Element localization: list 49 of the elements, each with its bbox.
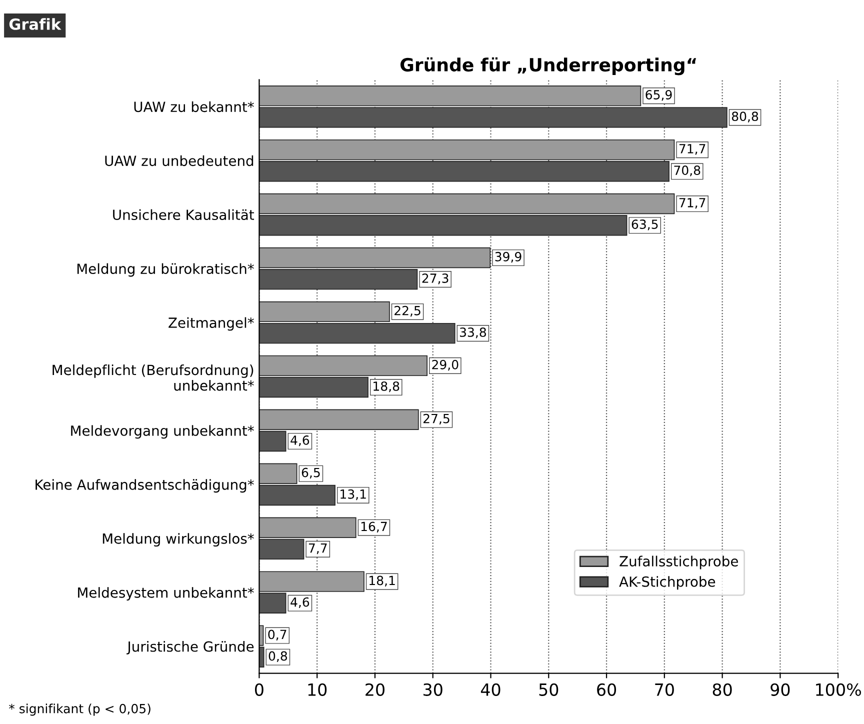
y-tick-label: Zeitmangel*	[168, 317, 254, 331]
data-label: 4,6	[290, 597, 310, 608]
data-label: 0,7	[268, 630, 286, 640]
y-tick-label: Juristische Gründe	[126, 641, 254, 654]
y-tick-label: UAW zu bekannt*	[134, 101, 254, 112]
data-label: 4,6	[290, 435, 310, 446]
y-tick-label: Meldung zu bürokratisch*	[77, 263, 254, 277]
x-tick-label: 50	[539, 683, 558, 696]
y-tick-label: Meldevorgang unbekannt*	[71, 425, 254, 439]
data-label: 65,9	[646, 90, 672, 101]
data-label: 80,8	[732, 112, 758, 122]
x-tick-label: 30	[424, 683, 442, 696]
y-tick-label: UAW zu unbedeutend	[105, 155, 254, 166]
data-label: 16,7	[361, 522, 387, 532]
y-tick-label: Unsichere Kausalität	[113, 209, 254, 220]
data-label: 13,1	[340, 489, 366, 500]
x-tick-label: 80	[712, 683, 732, 696]
data-label: 6,5	[302, 468, 320, 479]
data-label: 71,7	[679, 198, 706, 209]
data-label: 33,8	[460, 327, 486, 338]
legend-label: AK-Stichprobe	[619, 576, 716, 590]
data-label: 0,8	[268, 651, 288, 662]
text: Grafik	[9, 18, 62, 30]
x-tick-label: 0	[254, 683, 264, 696]
x-tick-label: 40	[480, 683, 500, 696]
y-tick-label: Meldesystem unbekannt*	[78, 587, 254, 601]
y-tick-label: Keine Aufwandsentschädigung*	[36, 479, 254, 493]
data-label: 22,5	[394, 306, 420, 317]
data-label: 7,7	[308, 544, 327, 554]
data-label: 63,5	[632, 220, 658, 230]
x-tick-label: 100%	[816, 683, 861, 696]
x-tick-label: 70	[655, 683, 674, 696]
y-tick-label: Meldepflicht (Berufsordnung) unbekannt*	[52, 364, 254, 391]
legend-label: Zufallsstichprobe	[620, 556, 738, 570]
y-tick-label: Meldung wirkungslos*	[102, 533, 254, 547]
data-label: 39,9	[495, 252, 522, 263]
data-label: 71,7	[679, 144, 706, 155]
text: * signifikant (p < 0,05)	[9, 704, 150, 716]
x-tick-label: 20	[366, 683, 384, 696]
chart-title: Gründe für „Underreporting“	[400, 57, 696, 76]
x-tick-label: 60	[597, 683, 616, 696]
data-label: 18,8	[374, 381, 400, 392]
data-label: 27,3	[422, 274, 448, 284]
data-label: 29,0	[432, 360, 458, 371]
x-tick-label: 10	[308, 683, 327, 696]
data-label: 70,8	[674, 166, 700, 176]
x-tick-label: 90	[770, 683, 790, 696]
data-label: 27,5	[423, 414, 450, 425]
data-label: 18,1	[370, 576, 395, 586]
